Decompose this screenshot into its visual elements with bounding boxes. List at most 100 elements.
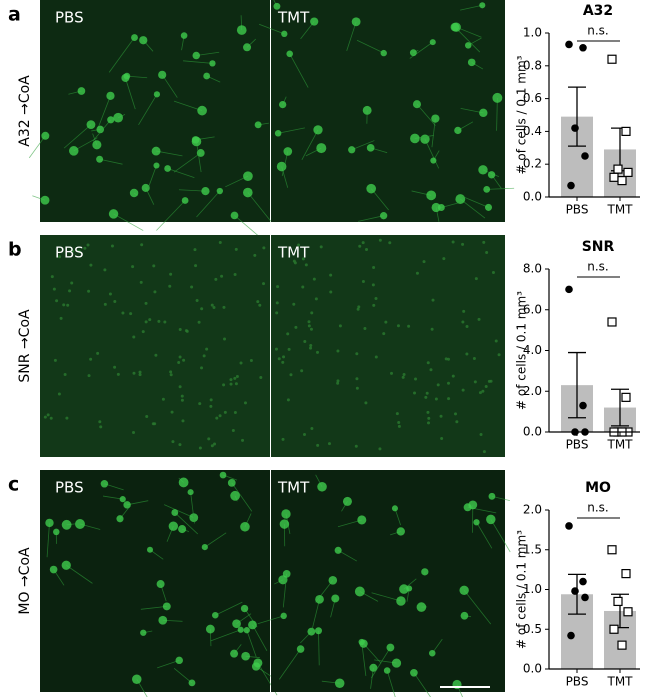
y-tick-label: 0.4 (523, 124, 542, 138)
neuron (181, 197, 189, 204)
data-point (567, 631, 575, 640)
neuron (213, 442, 217, 446)
data-point (565, 285, 573, 294)
neuron (426, 190, 437, 201)
neuron (243, 171, 253, 182)
neuron (478, 391, 482, 395)
neuron (198, 446, 202, 450)
neuron (52, 287, 56, 291)
neuron (253, 253, 257, 257)
neuron (362, 105, 372, 115)
data-point (581, 152, 589, 160)
neuron (234, 382, 238, 386)
neuron (129, 312, 133, 316)
data-point (579, 43, 587, 52)
neuron (307, 320, 311, 324)
neuron (153, 290, 157, 294)
neuron (363, 326, 367, 330)
neuron (396, 324, 400, 328)
neuron (180, 394, 184, 398)
neuron (356, 307, 360, 311)
neurite (454, 26, 481, 53)
neuron (468, 500, 478, 510)
neuron (386, 643, 395, 652)
neuron (309, 343, 313, 347)
y-axis-label: # of cells / 0.1 mm³ (515, 55, 529, 174)
neuron (157, 319, 161, 323)
neurite (66, 564, 93, 584)
neurite (204, 532, 227, 548)
neurite (196, 141, 202, 173)
neurite (108, 37, 135, 73)
neuron (351, 17, 361, 27)
neuron (329, 290, 333, 294)
neuron (138, 370, 142, 374)
neuron (431, 114, 440, 123)
neuron (194, 264, 198, 268)
neuron (58, 255, 62, 259)
neuron (497, 353, 501, 357)
neuron (83, 246, 87, 250)
neurite (147, 165, 157, 189)
neuron (170, 410, 174, 414)
neuron (415, 271, 419, 275)
neuron (158, 615, 168, 625)
neurite (173, 100, 203, 111)
neuron (59, 316, 63, 320)
neuron (303, 339, 307, 343)
neuron (374, 296, 378, 300)
neuron (218, 414, 222, 418)
neuron (397, 424, 401, 428)
y-tick-label: 1.5 (523, 542, 542, 556)
neuron (310, 17, 319, 26)
neuron (455, 194, 466, 204)
neuron (429, 39, 436, 46)
neuron (316, 443, 320, 447)
side-label: MO →CoA (17, 547, 33, 615)
neuron (152, 264, 156, 268)
neurite (234, 215, 263, 240)
neurite (99, 158, 123, 165)
neuron (462, 309, 466, 313)
y-tick-label: 2.0 (523, 384, 542, 398)
side-label: SNR →CoA (17, 309, 33, 383)
neurite (496, 97, 498, 131)
neuron (178, 355, 182, 359)
neurite (136, 679, 148, 697)
neuron (45, 518, 54, 528)
neuron (378, 447, 382, 451)
neuron (361, 241, 365, 245)
neuron (178, 477, 189, 488)
neuron (334, 678, 345, 688)
neuron (279, 100, 287, 109)
neuron (254, 121, 262, 129)
neuron (192, 51, 201, 60)
neuron (178, 385, 182, 389)
neuron (300, 369, 304, 373)
neuron (492, 92, 503, 103)
neuron (336, 381, 340, 385)
neuron (218, 240, 222, 244)
neuron (286, 398, 290, 402)
neuron (200, 307, 204, 311)
neuron (327, 442, 331, 446)
neuron (479, 2, 486, 9)
data-point (609, 624, 619, 634)
neuron (425, 391, 429, 395)
neuron (474, 277, 478, 281)
neuron (487, 171, 496, 179)
neuron (215, 416, 219, 420)
data-point (607, 545, 617, 555)
neuron (158, 70, 167, 79)
neuron (116, 372, 120, 376)
neuron (200, 366, 204, 370)
panel-letter: a (8, 4, 21, 26)
neuron (281, 360, 285, 364)
neuron (96, 351, 100, 355)
neurite (431, 118, 436, 148)
neuron (383, 667, 391, 674)
neuron (465, 324, 469, 328)
neuron (294, 325, 298, 329)
neuron (243, 627, 250, 634)
neuron (197, 105, 207, 116)
